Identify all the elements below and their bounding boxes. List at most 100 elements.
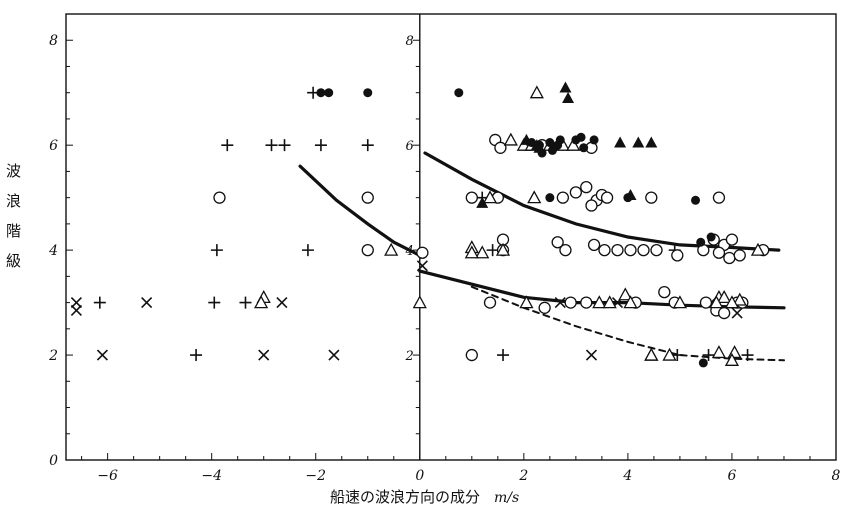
cross-marker: [258, 349, 270, 361]
y-axis-title-char: 波: [6, 162, 22, 180]
circle-marker: [671, 249, 684, 262]
filled-circle-marker: [545, 193, 555, 203]
circle-marker: [465, 348, 478, 362]
filled-circle-marker: [316, 88, 326, 98]
filled-circle-marker: [579, 143, 589, 153]
circle-marker: [551, 236, 564, 249]
triangle-marker: [709, 295, 724, 309]
y-tick-label: 2: [48, 348, 58, 364]
plus-marker: [265, 139, 278, 152]
filled-triangle-marker: [632, 136, 645, 148]
plus-marker: [741, 349, 754, 362]
plus-marker: [301, 244, 314, 257]
cross-marker: [276, 297, 288, 309]
filled-triangle-marker: [562, 91, 575, 103]
triangle-marker: [732, 292, 747, 306]
triangle-marker: [495, 242, 511, 256]
triangle-marker: [566, 137, 581, 151]
triangle-marker: [482, 190, 498, 204]
circle-marker: [564, 296, 577, 309]
plus-marker: [190, 349, 203, 362]
cross-marker: [416, 260, 428, 272]
triangle-marker: [662, 347, 677, 361]
x-axis-label: 船速の波浪方向の成分: [330, 488, 481, 506]
circle-marker: [483, 296, 497, 309]
circle-marker: [559, 243, 572, 257]
triangle-marker: [412, 295, 427, 309]
inner-y-tick-label: 2: [405, 349, 414, 364]
circle-marker: [723, 251, 736, 265]
cross-marker: [554, 297, 566, 309]
circle-marker: [569, 186, 583, 199]
triangle-marker: [602, 295, 617, 309]
cross-marker: [731, 307, 743, 319]
x-axis-title: 船速の波浪方向の成分 m/s: [330, 486, 519, 507]
circle-marker: [624, 243, 637, 257]
circle-marker: [556, 191, 570, 204]
filled-circle-marker: [576, 132, 586, 142]
triangle-marker: [384, 242, 399, 256]
filled-circle-marker: [553, 140, 563, 150]
cross-marker: [585, 349, 598, 361]
plus-marker: [221, 139, 234, 152]
filled-circle-marker: [545, 138, 555, 148]
fit-curve-1: [298, 164, 422, 257]
circle-marker: [361, 243, 374, 257]
markers-layer: [70, 81, 770, 368]
triangle-marker: [711, 345, 727, 359]
circle-marker: [600, 191, 614, 204]
y-tick-label: 6: [49, 138, 58, 154]
triangle-marker: [727, 345, 742, 359]
plus-marker: [93, 296, 106, 309]
x-tick-label: −4: [201, 468, 222, 484]
filled-triangle-marker: [614, 136, 627, 148]
x-axis-unit: m/s: [494, 490, 520, 506]
circle-marker: [637, 243, 650, 257]
circle-marker: [580, 296, 593, 309]
plus-marker: [278, 139, 291, 152]
filled-circle-marker: [363, 88, 373, 98]
circle-marker: [658, 285, 671, 299]
filled-triangle-marker: [624, 189, 637, 201]
plus-marker: [239, 296, 252, 309]
x-tick-label: 2: [518, 468, 528, 484]
circle-marker: [645, 191, 658, 204]
triangle-marker: [475, 245, 490, 259]
circle-marker: [611, 243, 624, 257]
plus-marker: [361, 139, 374, 152]
inner-y-tick-label: 8: [406, 34, 414, 49]
circle-marker: [598, 243, 611, 257]
curves-layer: [298, 151, 786, 362]
circle-marker: [585, 199, 598, 212]
circle-marker: [712, 191, 726, 204]
x-tick-label: 4: [622, 468, 632, 484]
x-tick-label: 0: [415, 468, 424, 484]
filled-circle-marker: [698, 358, 708, 368]
circle-marker: [538, 301, 551, 314]
triangle-marker: [464, 245, 479, 259]
x-tick-label: −2: [305, 468, 326, 484]
triangle-marker: [592, 295, 607, 309]
triangle-marker: [750, 242, 766, 256]
circle-marker: [213, 191, 226, 204]
triangle-marker: [519, 295, 534, 309]
circle-marker: [587, 238, 601, 252]
plot-frame: [65, 13, 837, 461]
plus-marker: [208, 296, 221, 309]
y-axis-title-char: 浪: [6, 192, 22, 210]
circle-marker: [725, 233, 739, 246]
y-axis-title-char: 階: [6, 222, 22, 240]
filled-circle-marker: [691, 195, 701, 205]
triangle-marker: [254, 295, 269, 309]
filled-circle-marker: [706, 232, 716, 242]
triangle-marker: [503, 132, 518, 146]
triangle-marker: [724, 295, 740, 309]
filled-triangle-marker: [645, 136, 658, 148]
filled-circle-marker: [324, 88, 334, 98]
plus-marker: [210, 244, 223, 257]
x-tick-label: 8: [832, 468, 841, 484]
triangle-marker: [623, 295, 638, 309]
triangle-marker: [644, 347, 659, 361]
